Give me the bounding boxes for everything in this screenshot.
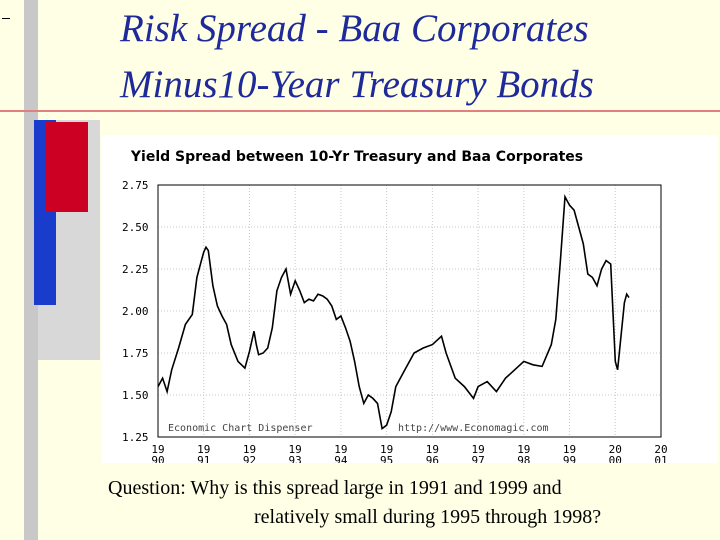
x-tick-label-bottom: 94 — [334, 454, 348, 463]
chart-title: Yield Spread between 10-Yr Treasury and … — [130, 149, 583, 165]
watermark-economic-chart-dispenser: Economic Chart Dispenser — [168, 423, 313, 434]
x-tick-label-bottom: 98 — [517, 454, 530, 463]
x-tick-label-bottom: 01 — [654, 454, 667, 463]
y-tick-label: 2.00 — [122, 305, 149, 318]
x-tick-label-top: 19 — [563, 443, 576, 456]
x-tick-label-top: 19 — [243, 443, 256, 456]
x-tick-label-top: 19 — [380, 443, 393, 456]
grid-layer — [157, 184, 662, 438]
x-tick-label-top: 19 — [197, 443, 210, 456]
x-tick-label-top: 19 — [517, 443, 530, 456]
y-tick-labels: 2.75 2.50 2.25 2.00 1.75 1.50 1.25 — [122, 179, 149, 444]
slide-accent-tick — [2, 18, 10, 19]
y-tick-label: 1.50 — [122, 389, 149, 402]
x-tick-label-bottom: 93 — [289, 454, 302, 463]
x-tick-label-top: 19 — [289, 443, 302, 456]
y-tick-label: 1.25 — [122, 431, 149, 444]
x-tick-label-top: 19 — [334, 443, 347, 456]
plot-frame — [157, 184, 662, 438]
x-tick-label-top: 19 — [471, 443, 484, 456]
chart-panel: Yield Spread between 10-Yr Treasury and … — [102, 135, 718, 463]
x-tick-label-bottom: 97 — [471, 454, 484, 463]
question-line2: relatively small during 1995 through 199… — [254, 506, 602, 528]
slide-title-line1: Risk Spread - Baa Corporates — [120, 7, 589, 50]
x-tick-label-top: 19 — [426, 443, 439, 456]
slide-accent-red-bar — [46, 122, 88, 212]
x-tick-label-bottom: 91 — [197, 454, 210, 463]
watermark-economagic-url: http://www.Economagic.com — [398, 423, 549, 434]
y-tick-label: 2.25 — [122, 263, 149, 276]
x-tick-label-bottom: 90 — [151, 454, 164, 463]
x-tick-label-top: 20 — [654, 443, 667, 456]
x-tick-label-bottom: 96 — [426, 454, 439, 463]
x-tick-label-top: 20 — [609, 443, 622, 456]
chart-svg: Yield Spread between 10-Yr Treasury and … — [122, 149, 668, 463]
series-line — [157, 193, 630, 431]
x-tick-label-bottom: 00 — [609, 454, 622, 463]
x-tick-label-bottom: 95 — [380, 454, 393, 463]
y-tick-label: 2.75 — [122, 179, 149, 192]
slide-accent-line — [0, 110, 720, 112]
slide-title-line2: Minus10-Year Treasury Bonds — [120, 63, 594, 106]
x-tick-label-bottom: 92 — [243, 454, 256, 463]
x-tick-labels: 1990199119921993199419951996199719981999… — [151, 443, 667, 463]
question-line1: Question: Why is this spread large in 19… — [108, 477, 562, 499]
x-tick-label-top: 19 — [151, 443, 164, 456]
y-tick-label: 1.75 — [122, 347, 149, 360]
x-tick-label-bottom: 99 — [563, 454, 576, 463]
y-tick-label: 2.50 — [122, 221, 149, 234]
